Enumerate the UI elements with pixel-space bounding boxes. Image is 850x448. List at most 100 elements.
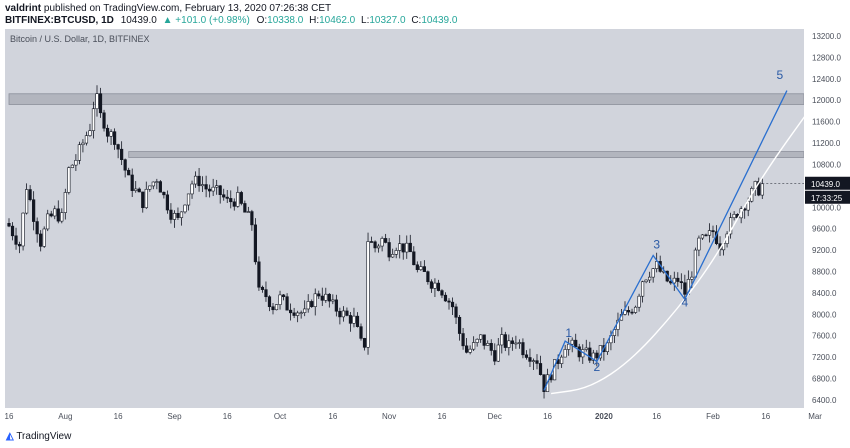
y-tick-label: 10000.0 [812, 203, 841, 212]
candle-body [426, 271, 430, 283]
candle-body [172, 213, 177, 220]
candle-body [98, 93, 103, 114]
price-chart[interactable]: 1 2 3 4 5 Bitcoin / U.S. Dollar, 1D, BITFINE… [0, 0, 850, 428]
candle-body [24, 189, 29, 214]
tradingview-logo[interactable]: ◭ TradingView [6, 431, 71, 442]
candle-body [257, 261, 261, 288]
candle-body [369, 241, 374, 243]
candle-body [391, 254, 395, 258]
candle-body [338, 310, 342, 318]
candle-body [447, 300, 451, 303]
tradingview-icon: ◭ [6, 431, 14, 442]
candle-body [422, 266, 426, 272]
candle-body [380, 238, 384, 247]
candle-body [274, 304, 279, 311]
wave-label-1: 1 [565, 326, 572, 340]
plot-area[interactable] [5, 29, 804, 408]
candle-body [105, 127, 110, 137]
wave-label-2: 2 [593, 360, 600, 374]
x-tick-label: Dec [488, 412, 502, 421]
candle-body [436, 282, 441, 291]
x-tick-label: 16 [223, 412, 232, 421]
candle-body [313, 293, 317, 307]
candle-body [443, 294, 448, 302]
y-tick-label: 7200.0 [812, 353, 837, 362]
candle-body [70, 164, 74, 168]
candle-body [183, 204, 187, 213]
candle-body [246, 211, 250, 213]
candle-body [7, 223, 11, 227]
candle-body [229, 198, 233, 203]
candle-body [503, 334, 507, 348]
candle-body [39, 233, 43, 247]
candle-body [320, 295, 324, 301]
price-change: ▲ +101.0 (+0.98%) [162, 15, 250, 26]
candle-body [644, 279, 648, 283]
candle-body [130, 174, 134, 191]
candle-body [521, 342, 525, 356]
candle-body [528, 357, 532, 362]
candle-body [67, 167, 71, 193]
candle-body [190, 183, 194, 195]
candle-body [507, 340, 511, 348]
candle-body [123, 159, 127, 171]
candle-body [584, 347, 588, 350]
candle-body [454, 306, 458, 318]
open-value: 10338.0 [267, 15, 304, 26]
candle-body [704, 234, 708, 237]
candle-body [412, 251, 416, 266]
y-tick-label: 6800.0 [812, 375, 837, 384]
candle-body [640, 281, 645, 297]
candle-body [243, 203, 247, 213]
candle-body [74, 160, 78, 166]
candle-body [524, 354, 529, 358]
candle-body [637, 295, 641, 308]
candle-body [113, 131, 117, 145]
y-tick-label: 6400.0 [812, 396, 837, 405]
y-tick-label: 12400.0 [812, 75, 841, 84]
candle-body [310, 301, 314, 307]
candle-body [134, 188, 138, 191]
candle-body [260, 286, 265, 290]
x-tick-label: 16 [5, 412, 14, 421]
low-label: L: [361, 15, 370, 26]
candle-body [376, 245, 381, 249]
candle-body [292, 312, 296, 316]
x-tick-label: 16 [652, 412, 661, 421]
author-name[interactable]: valdrint [5, 3, 42, 14]
candle-body [296, 312, 300, 316]
candle-body [482, 334, 486, 346]
x-tick-label: Aug [58, 412, 72, 421]
candle-body [348, 315, 353, 324]
candle-body [42, 228, 46, 247]
x-tick-label: 16 [438, 412, 447, 421]
countdown-label: 17:33:25 [811, 194, 843, 203]
candle-body [271, 306, 275, 311]
candle-body [201, 184, 205, 187]
symbol-label[interactable]: BITFINEX:BTCUSD, 1D [5, 15, 114, 26]
price-axis[interactable] [804, 29, 850, 408]
tradingview-brand: TradingView [16, 431, 72, 442]
publish-text: published on TradingView.com, February 1… [43, 3, 332, 14]
candle-body [158, 181, 162, 193]
candle-body [77, 144, 81, 161]
candle-body [700, 234, 705, 239]
candle-body [760, 183, 764, 196]
candle-body [341, 310, 346, 318]
candle-body [489, 343, 493, 351]
candle-body [317, 293, 321, 297]
candle-body [169, 209, 173, 220]
candle-body [151, 181, 155, 187]
candle-body [500, 334, 504, 346]
candle-body [672, 277, 676, 284]
candle-body [334, 299, 338, 312]
candle-body [461, 333, 465, 347]
x-tick-label: Nov [382, 412, 396, 421]
time-axis[interactable] [0, 408, 850, 428]
y-tick-label: 8400.0 [812, 289, 837, 298]
candle-body [707, 230, 712, 236]
candle-body [186, 193, 191, 206]
candle-body [324, 293, 328, 301]
candle-body [433, 282, 437, 289]
candle-body [387, 242, 391, 258]
